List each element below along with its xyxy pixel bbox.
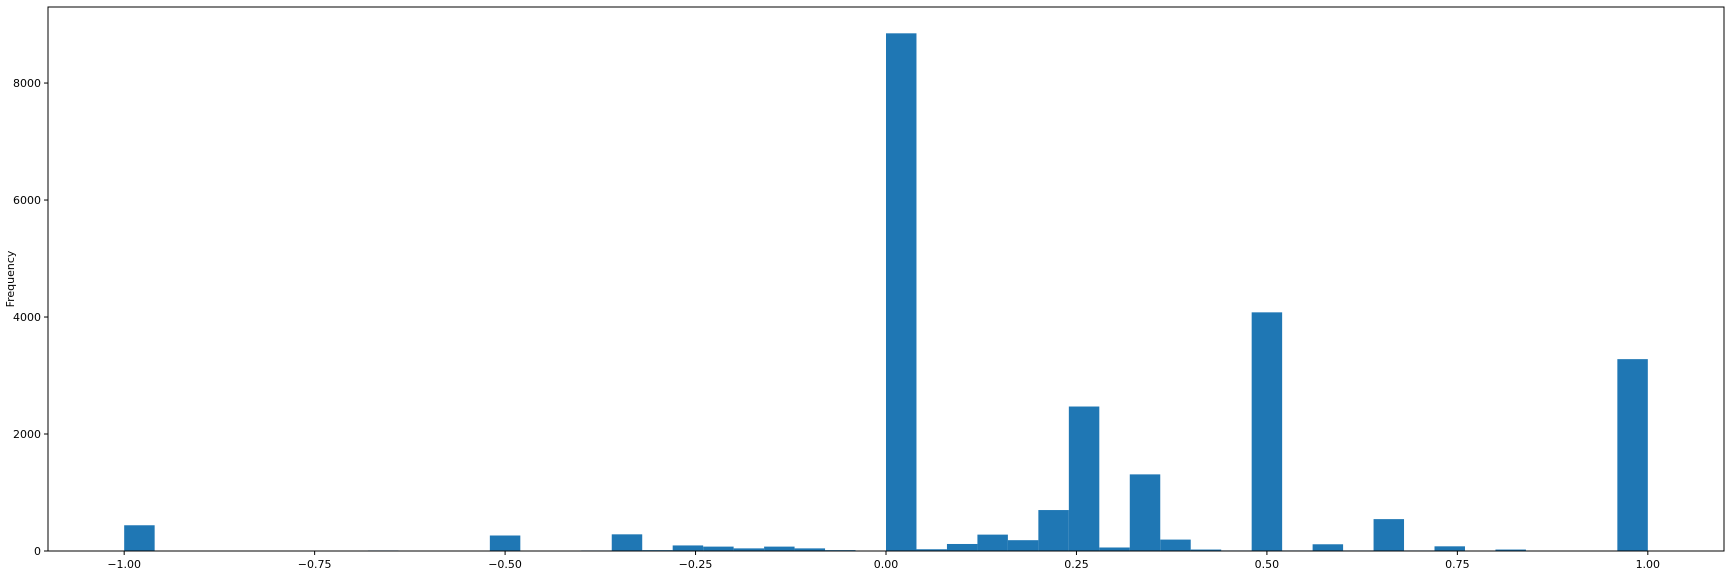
- x-tick-label-7: 0.75: [1445, 558, 1470, 571]
- histogram-bar-14: [946, 543, 978, 551]
- x-tick-label-5: 0.25: [1064, 558, 1089, 571]
- x-tick-label-0: −1.00: [107, 558, 141, 571]
- histogram-bar-20: [1129, 474, 1161, 551]
- y-tick-label-3: 6000: [13, 194, 41, 207]
- y-tick-label-0: 0: [34, 545, 41, 558]
- histogram-bar-0: [124, 525, 155, 551]
- histogram-bar-17: [1038, 510, 1069, 551]
- histogram-bar-9: [764, 546, 795, 551]
- x-tick-label-2: −0.50: [488, 558, 522, 571]
- histogram-bar-24: [1251, 312, 1283, 551]
- x-tick-label-4: 0.00: [874, 558, 899, 571]
- x-tick-label-8: 1.00: [1636, 558, 1661, 571]
- histogram-bar-31: [1495, 549, 1526, 551]
- y-tick-label-2: 4000: [13, 311, 41, 324]
- y-axis-label: Frequency: [4, 250, 17, 307]
- histogram-bar-19: [1099, 547, 1130, 551]
- histogram-bar-30: [1434, 546, 1465, 551]
- histogram-bar-18: [1068, 406, 1100, 551]
- x-tick-label-3: −0.25: [679, 558, 713, 571]
- histogram-bar-10: [794, 548, 826, 551]
- y-tick-label-4: 8000: [13, 77, 41, 90]
- y-tick-label-1: 2000: [13, 428, 41, 441]
- histogram-bar-32: [1617, 359, 1648, 551]
- histogram-bar-26: [1312, 544, 1344, 551]
- x-tick-label-1: −0.75: [298, 558, 332, 571]
- bars-group: [124, 33, 1648, 551]
- histogram-bar-22: [1190, 549, 1222, 551]
- x-axis: −1.00 −0.75 −0.50 −0.25 0.00 0.25 0.50 0.75 1.00: [107, 551, 1660, 571]
- histogram-bar-6: [672, 545, 704, 551]
- histogram-bar-13: [916, 549, 947, 551]
- histogram-bar-15: [977, 534, 1008, 551]
- histogram-bar-8: [733, 548, 765, 551]
- histogram-bar-12: [886, 33, 917, 551]
- histogram-bar-21: [1160, 539, 1191, 551]
- histogram-bar-4: [611, 534, 643, 551]
- histogram-bar-28: [1373, 519, 1405, 551]
- histogram-bar-7: [703, 546, 734, 551]
- x-tick-label-6: 0.50: [1255, 558, 1280, 571]
- histogram-bar-2: [489, 535, 521, 551]
- y-axis: 0 2000 4000 6000 8000: [13, 77, 48, 558]
- histogram-bar-16: [1007, 540, 1039, 551]
